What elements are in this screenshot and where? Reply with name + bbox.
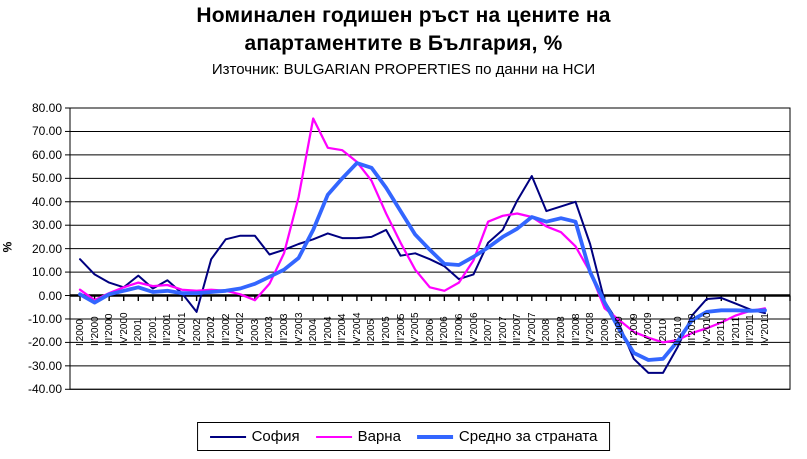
y-tick-label: -10.00: [27, 311, 62, 326]
y-tick-label: 80.00: [31, 101, 62, 115]
series-line-0: [79, 175, 766, 374]
legend-label-varna: Варна: [357, 428, 401, 445]
x-tick-label: II'2000: [89, 315, 101, 346]
x-tick-label: II'2011: [730, 316, 742, 346]
x-tick-label: I'2010: [657, 318, 669, 346]
x-tick-label: I'2008: [541, 318, 553, 346]
plot-border: [69, 107, 791, 390]
y-tick-label: 60.00: [31, 147, 62, 162]
x-tick-label: IV'2009: [643, 311, 655, 346]
x-tick-label: II'2008: [555, 315, 567, 346]
x-tick-label: II'2004: [322, 315, 334, 346]
y-tick-label: -20.00: [27, 335, 62, 350]
x-tick-label: IV'2011: [760, 312, 771, 346]
x-tick-label: II'2003: [264, 315, 276, 346]
x-tick-label: II'2001: [147, 315, 159, 346]
y-tick-label: 20.00: [31, 241, 62, 256]
x-tick-label: I'2011: [716, 319, 728, 346]
x-tick-label: IV'2006: [468, 311, 480, 346]
x-tick-label: I'2007: [483, 318, 495, 346]
legend-label-average: Средно за страната: [458, 428, 598, 445]
x-tick-label: IV'2010: [701, 311, 713, 346]
x-tick-label: IV'2003: [293, 311, 305, 346]
page-subtitle: Източник: BULGARIAN PROPERTIES по данни …: [211, 61, 596, 78]
x-tick-label: III'2007: [512, 313, 524, 346]
y-tick-label: -40.00: [27, 382, 62, 397]
x-tick-label: III'2002: [220, 313, 232, 346]
x-tick-label: I'2003: [249, 318, 261, 346]
y-tick-label: 30.00: [31, 218, 62, 233]
x-tick-label: III'2004: [337, 313, 349, 346]
x-tick-label: IV'2001: [177, 311, 189, 346]
x-tick-label: III'2005: [395, 313, 407, 346]
legend-label-sofia: София: [251, 428, 300, 445]
x-tick-label: III'2011: [745, 313, 757, 346]
x-tick-label: IV'2008: [585, 311, 597, 346]
x-tick-label: II'2007: [497, 315, 509, 346]
x-tick-label: I'2004: [308, 318, 320, 346]
x-tick-label: III'2000: [104, 313, 116, 346]
x-tick-label: III'2006: [453, 313, 465, 346]
page-title-line2: апартаментите в България, %: [244, 32, 563, 55]
x-tick-label: III'2001: [162, 313, 174, 346]
legend-item-average: Средно за страната: [416, 428, 598, 445]
x-tick-label: I'2001: [133, 318, 145, 346]
x-tick-label: III'2010: [687, 313, 699, 346]
x-tick-label: II'2005: [381, 315, 393, 346]
x-tick-label: II'2010: [672, 315, 684, 346]
x-tick-label: III'2008: [570, 313, 582, 346]
legend-line-swatch-average: [416, 434, 453, 439]
legend-line-swatch-sofia: [209, 435, 246, 438]
x-tick-label: I'2002: [191, 318, 203, 346]
y-tick-label: 50.00: [31, 171, 62, 186]
x-tick-label: I'2005: [366, 318, 378, 346]
x-tick-label: I'2000: [75, 318, 86, 346]
y-tick-label: -30.00: [27, 358, 62, 373]
x-tick-label: IV'2005: [410, 311, 422, 346]
x-tick-label: IV'2000: [118, 311, 130, 346]
series-line-2: [78, 161, 767, 362]
x-tick-label: I'2006: [424, 318, 436, 346]
y-tick-label: 40.00: [31, 194, 62, 209]
y-tick-label: 0.00: [38, 288, 62, 303]
legend-item-sofia: София: [209, 428, 300, 445]
x-tick-label: III'2009: [628, 313, 640, 346]
x-tick-label: II'2002: [206, 315, 218, 346]
legend: София Варна Средно за страната: [196, 422, 611, 451]
x-tick-label: I'2009: [599, 318, 611, 346]
y-tick-label: 70.00: [31, 124, 62, 139]
legend-item-varna: Варна: [315, 428, 401, 445]
x-tick-label: IV'2004: [351, 311, 363, 346]
series-line-1: [78, 117, 767, 344]
y-tick-label: 10.00: [31, 265, 62, 280]
legend-line-swatch-varna: [315, 435, 352, 438]
x-tick-label: IV'2007: [526, 311, 538, 346]
x-tick-label: III'2003: [279, 313, 291, 346]
page-title-line1: Номинален годишен ръст на цените на: [196, 4, 611, 27]
x-tick-label: IV'2002: [235, 311, 247, 346]
x-tick-label: II'2009: [614, 315, 626, 346]
plot-area: [65, 107, 791, 390]
x-tick-label: II'2006: [439, 315, 451, 346]
